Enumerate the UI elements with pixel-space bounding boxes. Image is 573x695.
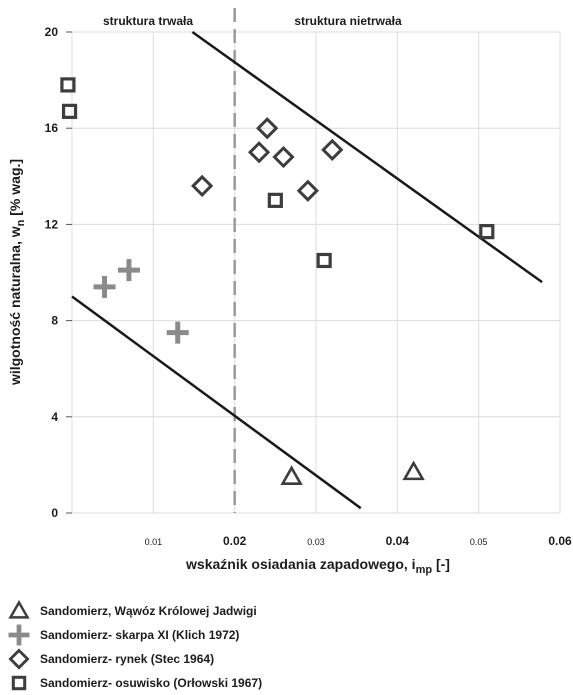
- y-tick-label: 12: [45, 217, 59, 231]
- axes: [66, 31, 72, 514]
- region-label-unstable: struktura nietrwała: [294, 14, 402, 28]
- boundary-line: [71, 295, 362, 510]
- legend-triangle-icon: [8, 600, 30, 619]
- data-point-diamond: [321, 138, 344, 161]
- data-point-diamond: [256, 117, 279, 140]
- y-tick-label: 4: [51, 410, 58, 424]
- data-point-triangle: [280, 465, 303, 485]
- legend-item: Sandomierz, Wąwóz Królowej Jadwigi: [8, 599, 408, 623]
- x-tick-label: 0.03: [307, 537, 325, 547]
- data-point-square: [316, 252, 332, 269]
- legend-label: Sandomierz, Wąwóz Królowej Jadwigi: [40, 604, 257, 618]
- legend: Sandomierz, Wąwóz Królowej Jadwigi Sandom…: [8, 599, 408, 695]
- legend-label: Sandomierz- rynek (Stec 1964): [40, 652, 215, 666]
- legend-marker: [11, 675, 27, 691]
- data-point-square: [479, 224, 495, 240]
- legend-item: Sandomierz- rynek (Stec 1964): [8, 647, 408, 671]
- region-label-stable: struktura trwała: [103, 14, 193, 28]
- x-axis-label: wskaźnik osiadania zapadowego, imp [-]: [185, 556, 450, 576]
- y-tick-label: 8: [51, 314, 58, 328]
- data-points: [60, 77, 495, 485]
- y-tick-label: 20: [45, 25, 59, 39]
- legend-square-icon: [11, 675, 27, 691]
- legend-marker: [8, 624, 30, 646]
- data-point-plus: [117, 259, 140, 282]
- data-point-diamond: [191, 174, 214, 198]
- x-tick-label: 0.02: [223, 534, 247, 548]
- legend-marker: [8, 600, 30, 619]
- data-point-diamond: [272, 145, 295, 169]
- legend-plus-icon: [8, 624, 30, 646]
- legend-marker: [8, 648, 30, 670]
- y-tick-label: 16: [45, 121, 59, 135]
- legend-diamond-icon: [8, 648, 30, 670]
- y-axis-label: wilgotność naturalna, wn [% wag.]: [7, 159, 27, 386]
- data-point-plus: [93, 275, 116, 298]
- chart-plot: struktura trwała struktura nietrwała 0 4 8…: [7, 8, 572, 576]
- y-tick-label: 0: [51, 506, 58, 520]
- data-point-diamond: [296, 179, 319, 202]
- legend-label: Sandomierz- osuwisko (Orłowski 1967): [40, 676, 263, 690]
- data-point-triangle: [402, 460, 425, 481]
- legend-item: Sandomierz- osuwisko (Orłowski 1967): [8, 671, 408, 695]
- data-point-square: [267, 192, 283, 208]
- legend-item: Sandomierz- skarpa XI (Klich 1972): [8, 623, 408, 647]
- legend-label: Sandomierz- skarpa XI (Klich 1972): [40, 628, 240, 642]
- x-tick-label: 0.05: [470, 537, 488, 547]
- tick-labels: 0 4 8 12 16 20 0.01 0.02 0.03 0.04 0.05 0.06: [45, 25, 572, 548]
- data-point-square: [60, 77, 76, 93]
- boundary-lines: [71, 30, 543, 510]
- data-point-plus: [166, 321, 189, 344]
- data-point-square: [61, 103, 78, 119]
- boundary-line: [191, 30, 543, 284]
- x-tick-label: 0.06: [548, 534, 572, 548]
- data-point-diamond: [247, 141, 271, 164]
- x-tick-label: 0.04: [386, 534, 410, 548]
- x-tick-label: 0.01: [145, 537, 163, 547]
- grid: [71, 31, 561, 514]
